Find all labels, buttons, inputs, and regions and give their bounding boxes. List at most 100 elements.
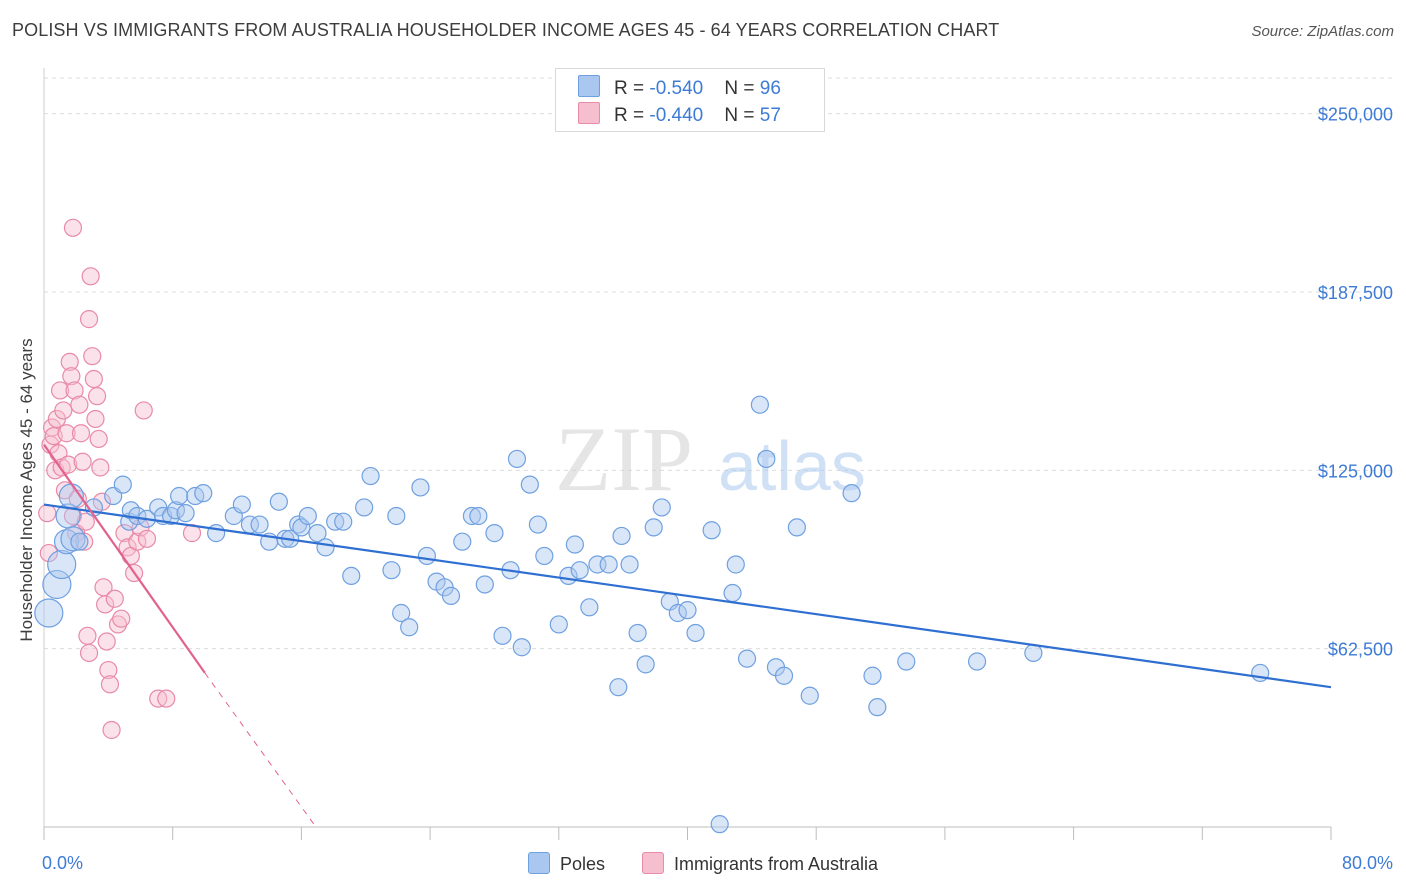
data-point-poles: [250, 515, 269, 534]
data-point-poles: [800, 686, 819, 705]
data-point-immigrants-australia: [68, 489, 87, 508]
data-point-immigrants-australia: [79, 643, 99, 663]
x-tick-label: 0.0%: [42, 853, 83, 873]
y-tick-label: $250,000: [1318, 105, 1393, 125]
data-point-poles: [520, 475, 539, 494]
data-point-immigrants-australia: [63, 218, 83, 237]
legend-row-immigrants-australia: R = -0.440 N = 57: [578, 102, 781, 126]
data-point-immigrants-australia: [65, 381, 84, 400]
data-point-poles: [774, 666, 794, 685]
data-point-poles: [441, 586, 461, 605]
watermark-atlas: atlas: [718, 427, 866, 505]
data-point-poles: [170, 486, 189, 506]
data-point-poles: [599, 555, 618, 574]
data-point-poles: [787, 518, 806, 537]
data-point-poles: [528, 515, 547, 534]
data-point-poles: [411, 478, 430, 497]
data-point-poles: [686, 623, 705, 643]
data-point-poles: [897, 652, 916, 671]
data-point-poles: [652, 498, 671, 517]
data-point-poles: [868, 698, 887, 717]
data-point-poles: [361, 466, 380, 486]
data-point-poles: [308, 524, 327, 543]
data-point-poles: [53, 529, 80, 555]
data-point-poles: [863, 666, 882, 685]
data-point-poles: [194, 484, 213, 503]
data-point-immigrants-australia: [76, 512, 95, 531]
data-point-immigrants-australia: [89, 429, 108, 449]
data-point-immigrants-australia: [57, 424, 76, 443]
data-point-poles: [620, 555, 639, 574]
data-point-poles: [161, 506, 181, 526]
series-legend: Poles Immigrants from Australia: [0, 852, 1406, 875]
y-tick-label: $125,000: [1318, 461, 1393, 481]
data-point-immigrants-australia: [112, 609, 131, 628]
data-point-poles: [493, 626, 512, 645]
data-point-immigrants-australia: [54, 401, 73, 420]
data-point-immigrants-australia: [81, 267, 100, 286]
data-point-poles: [42, 569, 72, 600]
data-point-immigrants-australia: [71, 424, 91, 443]
data-point-poles: [636, 655, 655, 674]
data-point-immigrants-australia: [102, 720, 121, 740]
data-point-immigrants-australia: [157, 689, 176, 708]
data-point-immigrants-australia: [79, 310, 99, 329]
data-point-poles: [149, 498, 168, 517]
data-point-poles: [462, 506, 482, 526]
data-point-immigrants-australia: [50, 381, 70, 400]
data-point-immigrants-australia: [38, 504, 57, 523]
data-point-poles: [967, 652, 987, 671]
data-point-immigrants-australia: [55, 481, 75, 500]
data-point-poles: [570, 561, 589, 580]
data-point-poles: [842, 484, 861, 503]
data-point-poles: [609, 678, 628, 697]
data-point-poles: [737, 649, 757, 668]
data-point-poles: [507, 449, 527, 469]
data-point-poles: [70, 532, 89, 551]
data-point-immigrants-australia: [91, 458, 110, 477]
data-point-poles: [453, 532, 472, 551]
data-point-poles: [628, 623, 647, 643]
y-tick-label: $187,500: [1318, 283, 1393, 303]
data-point-poles: [316, 538, 335, 557]
data-point-immigrants-australia: [59, 455, 78, 474]
data-point-immigrants-australia: [78, 626, 97, 645]
data-point-poles: [469, 506, 488, 526]
data-point-poles: [392, 603, 411, 623]
data-point-poles: [485, 524, 504, 543]
data-point-immigrants-australia: [87, 387, 107, 406]
data-point-immigrants-australia: [62, 367, 81, 386]
data-point-poles: [232, 495, 251, 514]
data-point-poles: [113, 475, 132, 494]
data-point-poles: [355, 498, 374, 517]
data-point-immigrants-australia: [70, 395, 89, 414]
trendline-poles: [43, 503, 1332, 689]
data-point-poles: [710, 815, 729, 834]
data-point-poles: [400, 618, 419, 637]
data-point-poles: [757, 449, 776, 469]
data-point-poles: [47, 549, 77, 580]
data-point-poles: [475, 575, 494, 594]
data-point-immigrants-australia: [108, 615, 128, 634]
data-point-immigrants-australia: [86, 409, 105, 429]
data-point-poles: [535, 546, 554, 566]
data-point-poles: [382, 561, 401, 580]
data-point-immigrants-australia: [84, 369, 103, 389]
trendline-immigrants-australia: [43, 444, 206, 674]
y-tick-label: $62,500: [1328, 640, 1393, 660]
data-point-poles: [387, 506, 406, 526]
data-point-poles: [34, 598, 64, 628]
data-point-immigrants-australia: [105, 589, 124, 608]
chart-title: POLISH VS IMMIGRANTS FROM AUSTRALIA HOUS…: [12, 20, 1000, 40]
x-tick-label: 80.0%: [1342, 853, 1393, 873]
data-point-immigrants-australia: [39, 543, 58, 563]
data-point-immigrants-australia: [100, 675, 120, 694]
data-point-poles: [417, 546, 436, 566]
data-point-poles: [565, 535, 584, 554]
legend-item-poles: Poles: [527, 852, 605, 875]
legend-swatch-blue: [578, 75, 600, 97]
data-point-poles: [644, 518, 663, 537]
data-point-poles: [580, 598, 599, 617]
data-point-poles: [334, 512, 353, 531]
data-point-poles: [612, 526, 631, 546]
